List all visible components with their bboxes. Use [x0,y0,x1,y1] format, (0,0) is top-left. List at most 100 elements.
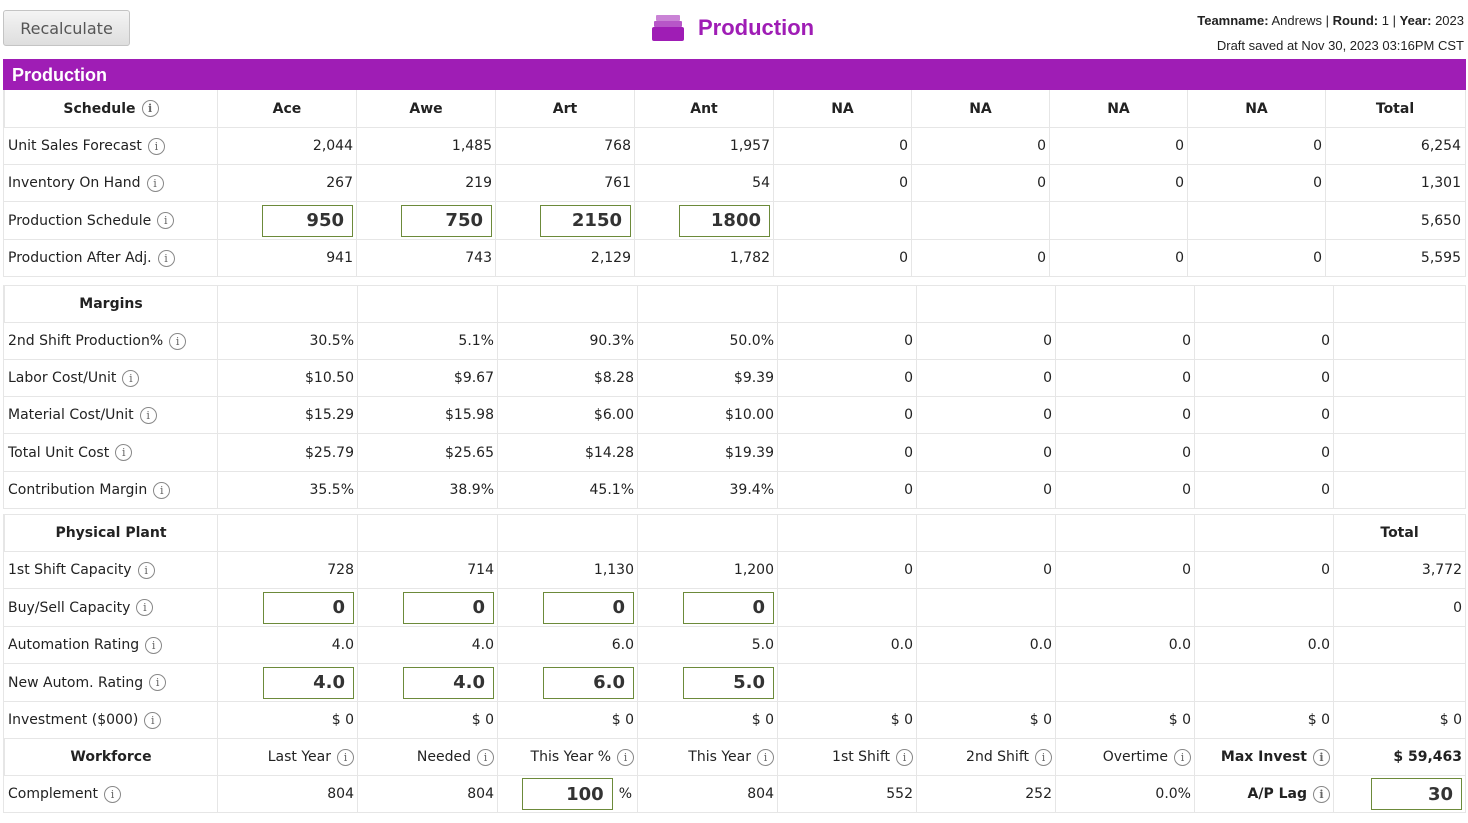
cell-value: 0 [1043,562,1052,578]
cell-value: $ 0 [751,712,774,728]
row-label-text: Automation Rating [8,637,140,653]
value-cell: $ 0 [777,702,916,738]
new-autom-rating-input[interactable] [683,666,774,699]
value-cell [1333,627,1465,663]
cell-value: 0 [1175,175,1184,191]
value-cell: 5,595 [1325,240,1464,276]
new-autom-rating-input[interactable] [263,666,354,699]
value-cell: 0.0 [1055,627,1194,663]
info-icon[interactable]: i [1313,748,1330,766]
cell-value: $8.28 [593,370,634,386]
production-band: Production [3,59,1466,90]
cell-value: 5.1% [458,333,494,349]
cell-value: $10.00 [725,407,774,423]
value-cell: 1,485 [356,128,495,164]
column-header-text: NA [1107,100,1130,117]
input-cell [217,202,356,239]
value-cell: $9.39 [637,360,777,396]
empty-cell [217,515,357,551]
info-icon[interactable]: i [149,674,167,691]
row-label: Labor Cost/Unit i [4,360,217,396]
value-cell: 5.1% [357,323,497,359]
input-cell [497,589,637,626]
info-icon[interactable]: i [477,748,494,766]
info-icon[interactable]: i [136,599,154,616]
info-icon[interactable]: i [896,748,913,766]
value-cell: 0 [1055,360,1194,396]
info-icon[interactable]: i [139,406,157,424]
info-icon[interactable]: i [617,748,634,766]
info-icon[interactable]: i [169,332,187,350]
workforce-column-text: This Year [688,749,751,765]
empty-cell [777,515,916,551]
cell-value: 2,044 [312,138,353,154]
percent-sign: % [618,786,632,802]
workforce-column-header: This Year % i [497,739,637,775]
info-icon[interactable]: i [122,369,140,387]
value-cell: $6.00 [497,397,637,433]
info-icon[interactable]: i [1313,785,1330,803]
info-icon[interactable]: i [157,249,175,267]
buy-sell-capacity-input[interactable] [543,591,634,624]
info-icon[interactable]: i [144,711,162,729]
info-icon[interactable]: i [103,785,121,803]
round-value: 1 [1381,13,1389,28]
max-invest-value-text: $ 59,463 [1393,749,1462,765]
value-cell: 1,957 [634,128,773,164]
cell-value: 0.0 [1168,637,1191,653]
production-schedule-input[interactable] [262,204,353,237]
row-label-text: Production Schedule [8,212,152,229]
margins-heading-text: Margins [79,296,143,312]
cell-value: 0 [904,407,913,423]
value-cell: 30.5% [217,323,357,359]
info-icon[interactable]: i [145,636,163,654]
workforce-column-text: 1st Shift [832,749,890,765]
plant-total-header: Total [1333,515,1465,551]
production-schedule-input[interactable] [401,204,492,237]
value-cell: 0 [916,323,1055,359]
new-autom-rating-input[interactable] [403,666,494,699]
info-icon[interactable]: i [146,174,164,192]
workforce-column-header: 1st Shift i [777,739,916,775]
info-icon[interactable]: i [1035,748,1052,766]
info-icon[interactable]: i [157,212,175,229]
row-unit-sales-forecast: Unit Sales Forecast i 2,044 1,485 768 1,957 0 0… [4,127,1465,164]
cell-value: 743 [465,250,492,266]
ap-lag-input[interactable] [1371,778,1462,810]
info-icon[interactable]: i [147,137,165,155]
info-icon[interactable]: i [137,561,155,579]
info-icon[interactable]: i [153,481,171,499]
value-cell: 1,301 [1325,165,1464,201]
cell-value: 0 [1313,250,1322,266]
value-cell: $ 0 [916,702,1055,738]
info-icon[interactable]: i [1174,748,1191,766]
value-cell: 0 [1055,434,1194,471]
info-icon[interactable]: i [337,748,354,766]
row-label: Production After Adj. i [4,240,217,276]
this-year-pct-input[interactable] [521,778,613,810]
cell-value: $15.29 [305,407,354,423]
info-icon[interactable]: i [115,444,133,461]
empty-cell [1194,515,1333,551]
buy-sell-capacity-input[interactable] [263,591,354,624]
column-header-text: Ace [272,100,302,117]
row-production-schedule: Production Schedule i 5,650 [4,201,1465,239]
cell-value: 2,129 [590,250,631,266]
info-icon[interactable]: i [141,100,159,117]
production-schedule-input[interactable] [679,204,770,237]
new-autom-rating-input[interactable] [543,666,634,699]
buy-sell-capacity-input[interactable] [683,591,774,624]
production-schedule-input[interactable] [540,204,631,237]
recalculate-button[interactable]: Recalculate [3,10,130,46]
cell-value: 267 [326,175,353,191]
cell-value: $9.39 [733,370,774,386]
max-invest-value: $ 59,463 [1333,739,1465,775]
value-cell: 6.0 [497,627,637,663]
value-cell: 0 [916,360,1055,396]
cell-value: $6.00 [593,407,634,423]
buy-sell-capacity-input[interactable] [403,591,494,624]
value-cell: 0 [1049,128,1187,164]
info-icon[interactable]: i [757,748,774,766]
value-cell: $19.39 [637,434,777,471]
workforce-column-header: Needed i [357,739,497,775]
